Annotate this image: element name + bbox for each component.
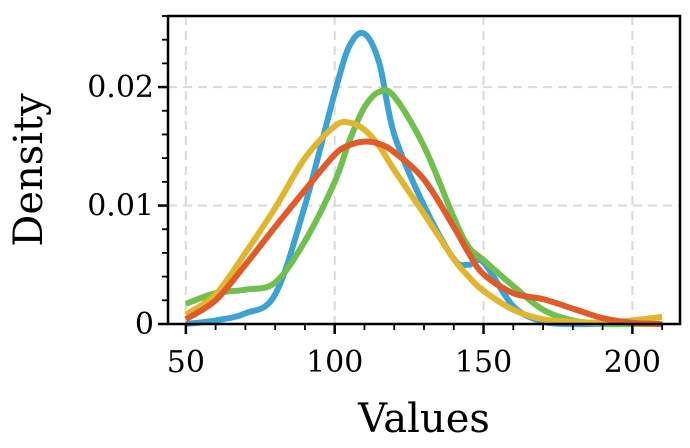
x-tick-label: 150	[455, 345, 512, 380]
x-axis-label: Values	[357, 396, 490, 442]
y-tick-label: 0	[135, 307, 154, 342]
y-tick-label: 0.02	[87, 70, 154, 105]
grid-lines	[168, 16, 680, 325]
tick-labels: 50 100 150 200 0 0.01 0.02	[87, 70, 661, 380]
x-tick-label: 100	[306, 345, 363, 380]
y-axis-label: Density	[6, 93, 52, 247]
axis-ticks	[158, 15, 664, 334]
y-tick-label: 0.01	[87, 189, 154, 224]
series-lines	[184, 29, 663, 328]
x-tick-label: 50	[167, 345, 205, 380]
x-tick-label: 200	[604, 345, 661, 380]
plot-frame	[166, 14, 682, 326]
series-line-3	[184, 118, 663, 326]
series-line-4	[184, 138, 663, 327]
